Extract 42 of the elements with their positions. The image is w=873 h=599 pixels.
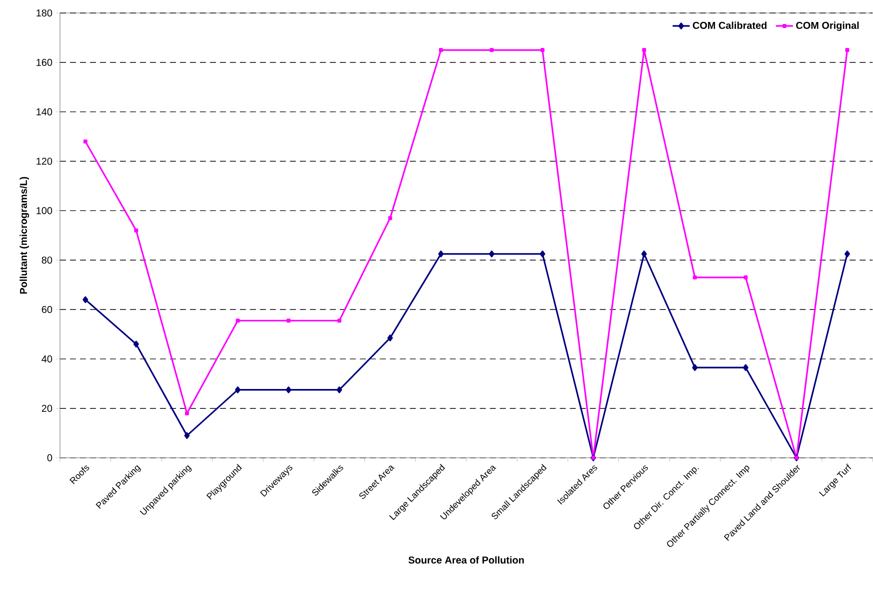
y-tick-label: 100 [36,207,52,214]
point [438,48,443,52]
legend-label: COM Original [796,22,859,32]
point [286,386,292,394]
point [83,140,88,144]
y-tick-label: 160 [36,59,52,66]
y-tick-label: 60 [42,306,52,314]
point [540,250,546,258]
y-tick-label: 0 [47,454,52,462]
y-tick-label: 180 [36,10,52,17]
point [184,411,189,416]
y-tick-label: 80 [42,256,52,264]
y-tick-label: 40 [42,356,52,363]
point [133,340,139,348]
point [286,318,291,323]
point [82,296,88,304]
point [488,250,494,258]
point [337,318,342,323]
point [742,364,748,372]
y-tick-label: 20 [42,404,52,412]
x-axis-title: Source Area of Pollution [408,556,524,564]
point [236,318,240,323]
point [692,276,697,280]
point [387,334,393,342]
legend-label: COM Calibrated [692,22,766,30]
point [642,48,646,52]
y-tick-label: 140 [36,108,52,116]
point [336,386,342,394]
point [641,250,647,258]
point [388,216,392,220]
point [540,48,544,52]
point [844,250,850,258]
y-tick-label: 120 [36,158,52,165]
point [490,48,494,52]
point [184,432,190,440]
y-axis-title: Pollutant (micrograms/L) [20,177,30,294]
point [744,276,748,280]
point [438,250,444,258]
point [235,386,240,394]
point [134,228,138,233]
point [692,364,698,372]
point [845,48,850,52]
